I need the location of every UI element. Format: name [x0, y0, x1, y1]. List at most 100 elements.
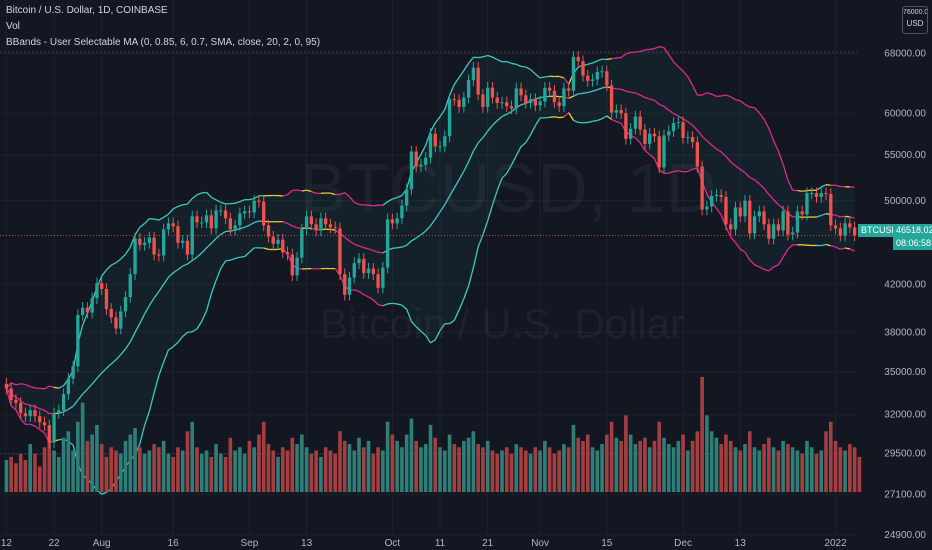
price-axis[interactable]: 68000.00 60000.00 55000.00 50000.00 42000.00… — [884, 48, 926, 541]
band-basis-segment — [687, 121, 693, 126]
band-upper-segment — [392, 196, 398, 200]
band-basis-segment — [330, 228, 336, 231]
band-lower-segment — [763, 268, 770, 272]
band-upper-segment — [177, 204, 183, 208]
band-upper-segment — [597, 58, 603, 62]
band-upper-segment — [487, 54, 493, 58]
band-basis-segment — [234, 228, 241, 231]
candle-body — [347, 277, 352, 295]
candle-body — [352, 263, 356, 278]
band-basis-segment — [630, 91, 636, 94]
indicator-legend[interactable]: BBands - User Selectable MA (0, 0.85, 6,… — [6, 37, 321, 48]
band-upper-segment — [82, 313, 88, 326]
time-axis[interactable]: 12 22 Aug 16 Sep 13 Oct 11 21 Nov 15 Dec 13 2022 — [1, 538, 847, 549]
band-upper-segment — [167, 208, 174, 215]
band-basis-segment — [344, 236, 350, 242]
band-lower-segment — [244, 251, 250, 258]
candle-body — [262, 201, 266, 226]
band-lower-segment — [196, 321, 203, 330]
band-basis-segment — [649, 98, 655, 102]
volume-bar — [18, 453, 23, 492]
band-upper-segment — [682, 70, 689, 78]
candle-body — [61, 394, 66, 411]
band-basis-segment — [187, 259, 193, 265]
band-basis-segment — [487, 124, 493, 132]
volume-bar — [681, 434, 685, 492]
band-basis-segment — [592, 89, 598, 92]
band-basis-segment — [448, 187, 455, 197]
x-tick-label: 21 — [482, 538, 494, 549]
volume-bar — [633, 444, 638, 492]
volume-bar — [195, 447, 199, 492]
candle-body — [395, 218, 399, 224]
candle-body — [476, 67, 480, 95]
volume-legend[interactable]: Vol — [6, 21, 20, 32]
candle-body — [657, 136, 661, 168]
candle-body — [724, 196, 728, 225]
candle-body — [733, 207, 738, 230]
band-lower-segment — [653, 158, 660, 171]
candle-body — [309, 216, 314, 225]
currency-button[interactable]: 76000.00 USD — [902, 6, 928, 34]
band-lower-segment — [334, 268, 341, 276]
candle-body — [47, 425, 51, 443]
candle-body — [23, 413, 28, 417]
symbol-title[interactable]: Bitcoin / U.S. Dollar, 1D, COINBASE — [6, 5, 168, 16]
band-lower-segment — [658, 169, 665, 175]
candle-body — [300, 229, 304, 258]
band-upper-segment — [429, 122, 436, 132]
candle-body — [357, 258, 361, 264]
band-upper-segment — [182, 203, 188, 206]
band-lower-segment — [592, 119, 598, 122]
band-basis-segment — [696, 129, 703, 137]
band-upper-segment — [20, 383, 26, 386]
candle-body — [586, 75, 590, 81]
countdown-badge: 08:06:58 — [893, 237, 932, 250]
band-lower-segment — [554, 116, 560, 119]
volume-bar — [347, 444, 352, 492]
x-tick-label: 11 — [435, 538, 446, 549]
candle-body — [729, 224, 733, 230]
band-basis-segment — [373, 249, 379, 253]
band-upper-segment — [444, 95, 451, 110]
band-lower-segment — [153, 375, 160, 393]
band-upper-segment — [15, 383, 21, 386]
candle-body — [576, 56, 580, 62]
band-upper-segment — [592, 60, 598, 64]
band-basis-segment — [491, 120, 498, 126]
volume-bar — [543, 440, 547, 492]
volume-bar — [614, 437, 619, 492]
band-lower-segment — [639, 142, 646, 151]
volume-bar — [447, 434, 452, 492]
band-lower-segment — [20, 418, 26, 425]
band-basis-segment — [196, 252, 203, 258]
volume-bar — [80, 402, 85, 492]
volume-bar — [585, 434, 590, 492]
candle-body — [161, 229, 166, 256]
candle-body — [19, 402, 23, 414]
band-basis-segment — [568, 95, 574, 99]
volume-bar — [757, 450, 762, 492]
band-lower-segment — [220, 260, 227, 269]
volume-bar — [409, 418, 414, 492]
band-basis-segment — [191, 256, 198, 262]
candle-body — [581, 61, 585, 76]
candle-body — [219, 210, 223, 212]
volume-bar — [852, 447, 857, 492]
band-basis-segment — [573, 93, 579, 97]
volume-bar — [176, 447, 180, 492]
band-upper-segment — [220, 201, 226, 205]
candle-body — [705, 206, 709, 210]
volume-bar — [590, 447, 595, 492]
band-lower-segment — [158, 361, 165, 376]
band-basis-segment — [201, 247, 207, 254]
band-upper-segment — [292, 189, 298, 192]
band-lower-segment — [491, 190, 498, 206]
band-basis-segment — [725, 155, 732, 163]
volume-bar — [628, 434, 633, 492]
candle-body — [667, 131, 671, 136]
candle-body — [304, 216, 309, 230]
candle-body — [80, 307, 85, 315]
band-basis-segment — [692, 124, 698, 131]
